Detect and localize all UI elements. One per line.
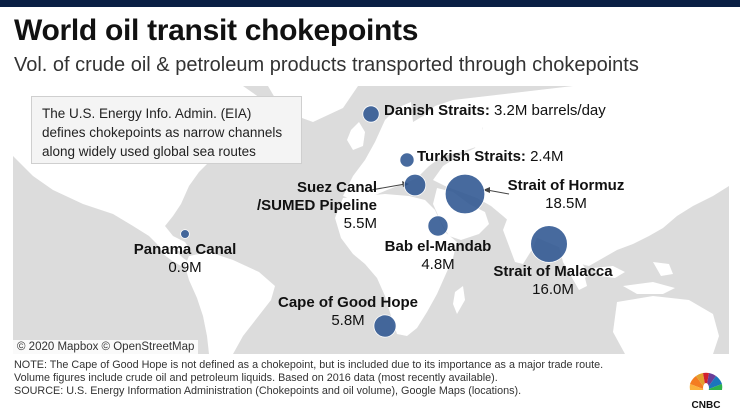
map-copyright[interactable]: © 2020 Mapbox © OpenStreetMap [13,340,199,354]
land-japan [663,158,683,184]
marker-suez-canal [403,173,427,197]
label-malacca-name: Strait of Malacca [493,263,613,280]
marker-bab-el-mandab [427,215,449,237]
label-cape-name: Cape of Good Hope [278,294,418,311]
marker-strait-of-malacca [530,225,568,263]
marker-strait-of-hormuz [444,173,486,215]
info-line-2: defines chokepoints as narrow channels [42,125,283,140]
label-danish-straits: Danish Straits: 3.2M barrels/day [384,102,606,120]
label-hormuz-name: Strait of Hormuz [507,177,625,194]
marker-cape-of-good-hope [373,314,397,338]
pointer-line-suez [370,183,406,191]
footer-source: SOURCE: U.S. Energy Information Administ… [14,385,522,397]
label-turkish-value: 2.4M [530,148,564,165]
land-indonesia [565,262,675,294]
footer-note: NOTE: The Cape of Good Hope is not defin… [14,359,604,371]
marker-panama-canal [180,229,190,239]
page-title: World oil transit chokepoints [14,14,419,47]
label-suez-name-1: Suez Canal [296,179,377,196]
land-central-america [157,244,189,266]
cnbc-logo: CNBC [689,372,723,410]
label-bab-el-mandab: Bab el-Mandab 4.8M [375,238,501,274]
marker-danish-straits [362,105,380,123]
label-bab-value: 4.8M [421,256,455,273]
label-suez-value: 5.5M [343,215,377,232]
marker-turkish-straits [399,152,415,168]
label-malacca-value: 16.0M [532,281,574,298]
label-strait-of-hormuz: Strait of Hormuz 18.5M [501,177,631,213]
label-bab-name: Bab el-Mandab [384,238,492,255]
label-turkish-name: Turkish Straits: [417,148,526,165]
land-australia [613,296,719,354]
page-subtitle: Vol. of crude oil & petroleum products t… [14,54,639,76]
land-asia [433,86,729,266]
land-africa [335,194,457,336]
info-box: The U.S. Energy Info. Admin. (EIA) defin… [31,96,302,164]
top-accent-bar [0,0,740,7]
label-panama-value: 0.9M [168,259,202,276]
label-cape-of-good-hope: Cape of Good Hope 5.8M [269,294,427,330]
label-suez-name-2: /SUMED Pipeline [256,197,377,214]
cnbc-logo-text: CNBC [692,400,721,410]
label-danish-value: 3.2M barrels/day [494,102,606,119]
land-south-america [185,252,275,354]
land-india [503,214,539,264]
info-line-3: along widely used global sea routes [42,144,256,159]
label-suez-canal: Suez Canal /SUMED Pipeline 5.5M [241,179,377,233]
pointer-line-hormuz [486,189,510,195]
label-cape-value: 5.8M [331,312,365,329]
label-strait-of-malacca: Strait of Malacca 16.0M [483,263,623,299]
land-europe [343,100,483,202]
pointer-arrow-hormuz [483,187,490,193]
footer-volume-note: Volume figures include crude oil and pet… [14,372,498,384]
label-panama-name: Panama Canal [133,241,237,258]
land-madagascar [453,286,465,314]
label-panama-canal: Panama Canal 0.9M [123,241,247,277]
footer-notes: NOTE: The Cape of Good Hope is not defin… [14,359,664,398]
label-turkish-straits: Turkish Straits: 2.4M [417,148,563,166]
label-danish-name: Danish Straits: [384,102,490,119]
info-line-1: The U.S. Energy Info. Admin. (EIA) [42,106,252,121]
world-map[interactable]: The U.S. Energy Info. Admin. (EIA) defin… [13,86,729,354]
label-hormuz-value: 18.5M [545,195,587,212]
land-british-isles [347,122,365,150]
